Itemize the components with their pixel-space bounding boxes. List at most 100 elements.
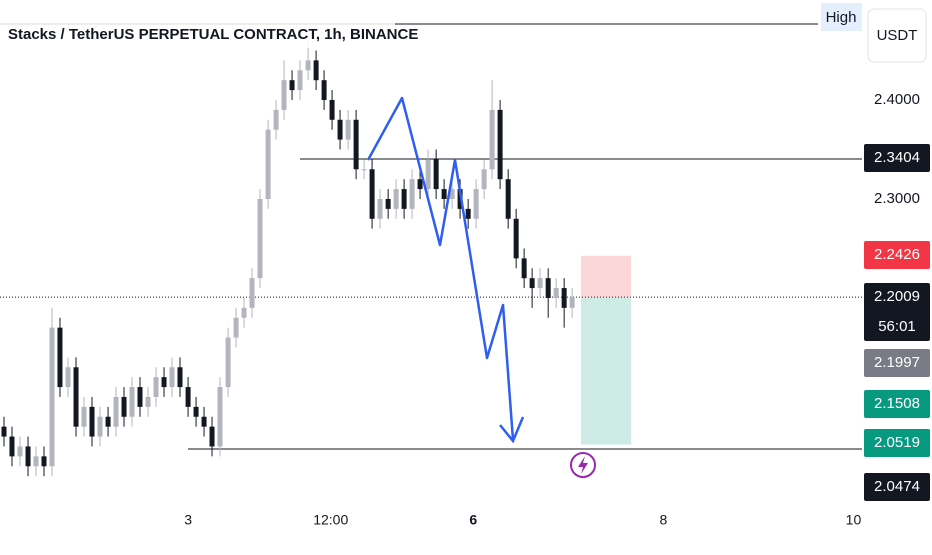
candle-body: [481, 169, 487, 190]
y-tick-label: 2.3000: [874, 190, 920, 207]
price-label: 2.1997: [874, 354, 920, 371]
price-label: 2.0519: [874, 434, 920, 451]
currency-label: USDT: [877, 27, 918, 44]
candle-body: [473, 189, 479, 219]
candle-body: [393, 189, 399, 209]
chart-title: Stacks / TetherUS PERPETUAL CONTRACT, 1h…: [8, 26, 418, 43]
candle-body: [129, 387, 135, 417]
candle-body: [1, 426, 7, 437]
candle-body: [353, 119, 359, 170]
candle-body: [273, 109, 279, 130]
x-tick-label: 12:00: [313, 512, 348, 528]
currency-button[interactable]: [867, 8, 927, 63]
y-tick-label: 2.4000: [874, 91, 920, 108]
candle-body: [505, 179, 511, 219]
candle-body: [113, 396, 119, 427]
price-label-box: [864, 283, 930, 341]
candle-body: [561, 288, 567, 308]
candle-body: [433, 159, 439, 190]
candle-body: [121, 396, 127, 417]
candle-body: [553, 288, 559, 298]
candle-body: [201, 416, 207, 427]
candle-body: [529, 278, 535, 289]
plot: [0, 40, 862, 477]
candle-body: [537, 278, 543, 289]
candle-body: [153, 377, 159, 397]
candle-body: [73, 367, 79, 427]
candle-body: [9, 436, 15, 457]
candle-body: [25, 446, 31, 467]
candle-body: [161, 377, 167, 388]
candle-body: [233, 317, 239, 338]
drawing-arrowhead: [499, 416, 525, 444]
price-label-box: [864, 429, 930, 457]
candle-body: [409, 179, 415, 209]
candle-body: [169, 367, 175, 388]
candle-body: [177, 367, 183, 388]
candle-body: [465, 208, 471, 219]
candle-body: [281, 80, 287, 110]
price-label: 2.2426: [874, 246, 920, 263]
price-label-box: [864, 473, 930, 501]
price-label: 2.1508: [874, 395, 920, 412]
price-label: 2.2009: [874, 288, 920, 305]
candle-body: [425, 159, 431, 190]
drawing-zigzag: [366, 96, 515, 441]
candle-body: [185, 387, 191, 407]
candle-body: [329, 99, 335, 120]
candle-body: [49, 327, 55, 467]
price-label-box: [864, 349, 930, 377]
candle-body: [521, 258, 527, 279]
candle-body: [497, 109, 503, 180]
price-label-box: [864, 144, 930, 172]
price-label-box: [864, 241, 930, 269]
lightning: [578, 456, 588, 474]
candle-body: [249, 278, 255, 308]
candle-body: [337, 119, 343, 140]
countdown: 56:01: [878, 318, 916, 335]
candle-body: [57, 327, 63, 388]
price-label-box: [864, 390, 930, 418]
candle-body: [377, 198, 383, 219]
candle-body: [369, 169, 375, 219]
candle-body: [401, 189, 407, 209]
high-badge: [821, 3, 862, 31]
candle-body: [97, 416, 103, 437]
x-tick-label: 3: [184, 512, 192, 528]
candle-body: [449, 189, 455, 199]
price-label: 2.3404: [874, 149, 920, 166]
high-label: High: [826, 9, 857, 26]
candle-body: [441, 189, 447, 199]
x-tick-label: 8: [659, 512, 667, 528]
candle-body: [545, 278, 551, 298]
candle-body: [217, 387, 223, 447]
candle-body: [257, 198, 263, 279]
candle-body: [297, 70, 303, 91]
x-tick-label: 10: [846, 512, 862, 528]
candle-body: [305, 60, 311, 71]
candle-body: [417, 179, 423, 190]
target-zone: [581, 297, 631, 445]
candle-body: [489, 109, 495, 170]
candle-body: [209, 426, 215, 447]
candle-body: [89, 406, 95, 437]
candle-body: [321, 80, 327, 100]
candle-body: [193, 406, 199, 417]
candle-body: [105, 416, 111, 427]
title-bg: [0, 22, 395, 48]
candle-body: [241, 307, 247, 318]
candle-body: [385, 198, 391, 209]
candle-body: [289, 80, 295, 91]
candle-body: [313, 60, 319, 81]
candle-body: [265, 129, 271, 199]
candle-body: [361, 169, 367, 171]
candle-body: [65, 367, 71, 388]
stop-zone: [581, 255, 631, 298]
candle-body: [17, 446, 23, 457]
price-label: 2.0474: [874, 478, 920, 495]
candle-body: [81, 406, 87, 427]
candle-body: [513, 218, 519, 259]
candle-body: [33, 456, 39, 467]
